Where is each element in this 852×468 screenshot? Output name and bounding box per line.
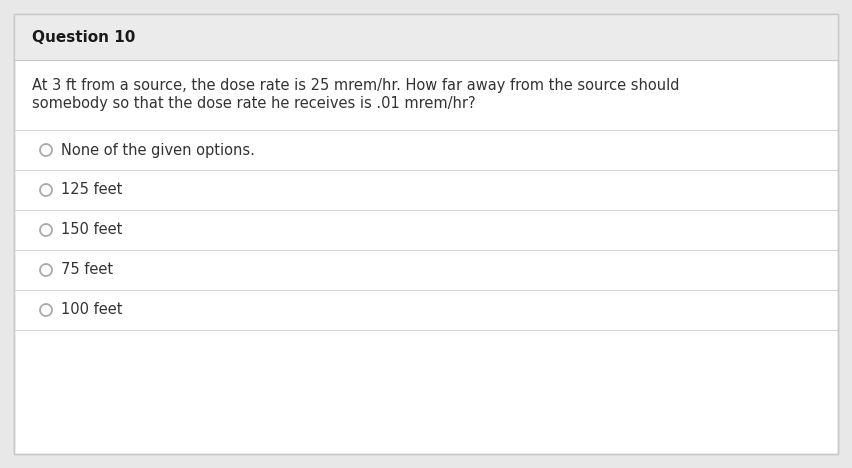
Text: somebody so that the dose rate he receives is .01 mrem/hr?: somebody so that the dose rate he receiv… xyxy=(32,96,475,111)
FancyBboxPatch shape xyxy=(14,14,838,454)
FancyBboxPatch shape xyxy=(14,14,838,60)
Text: 150 feet: 150 feet xyxy=(61,222,123,237)
Text: 100 feet: 100 feet xyxy=(61,302,123,317)
Text: 75 feet: 75 feet xyxy=(61,263,113,278)
Text: 125 feet: 125 feet xyxy=(61,183,123,197)
Text: Question 10: Question 10 xyxy=(32,29,135,44)
Text: None of the given options.: None of the given options. xyxy=(61,142,255,158)
Text: At 3 ft from a source, the dose rate is 25 mrem/hr. How far away from the source: At 3 ft from a source, the dose rate is … xyxy=(32,78,680,93)
